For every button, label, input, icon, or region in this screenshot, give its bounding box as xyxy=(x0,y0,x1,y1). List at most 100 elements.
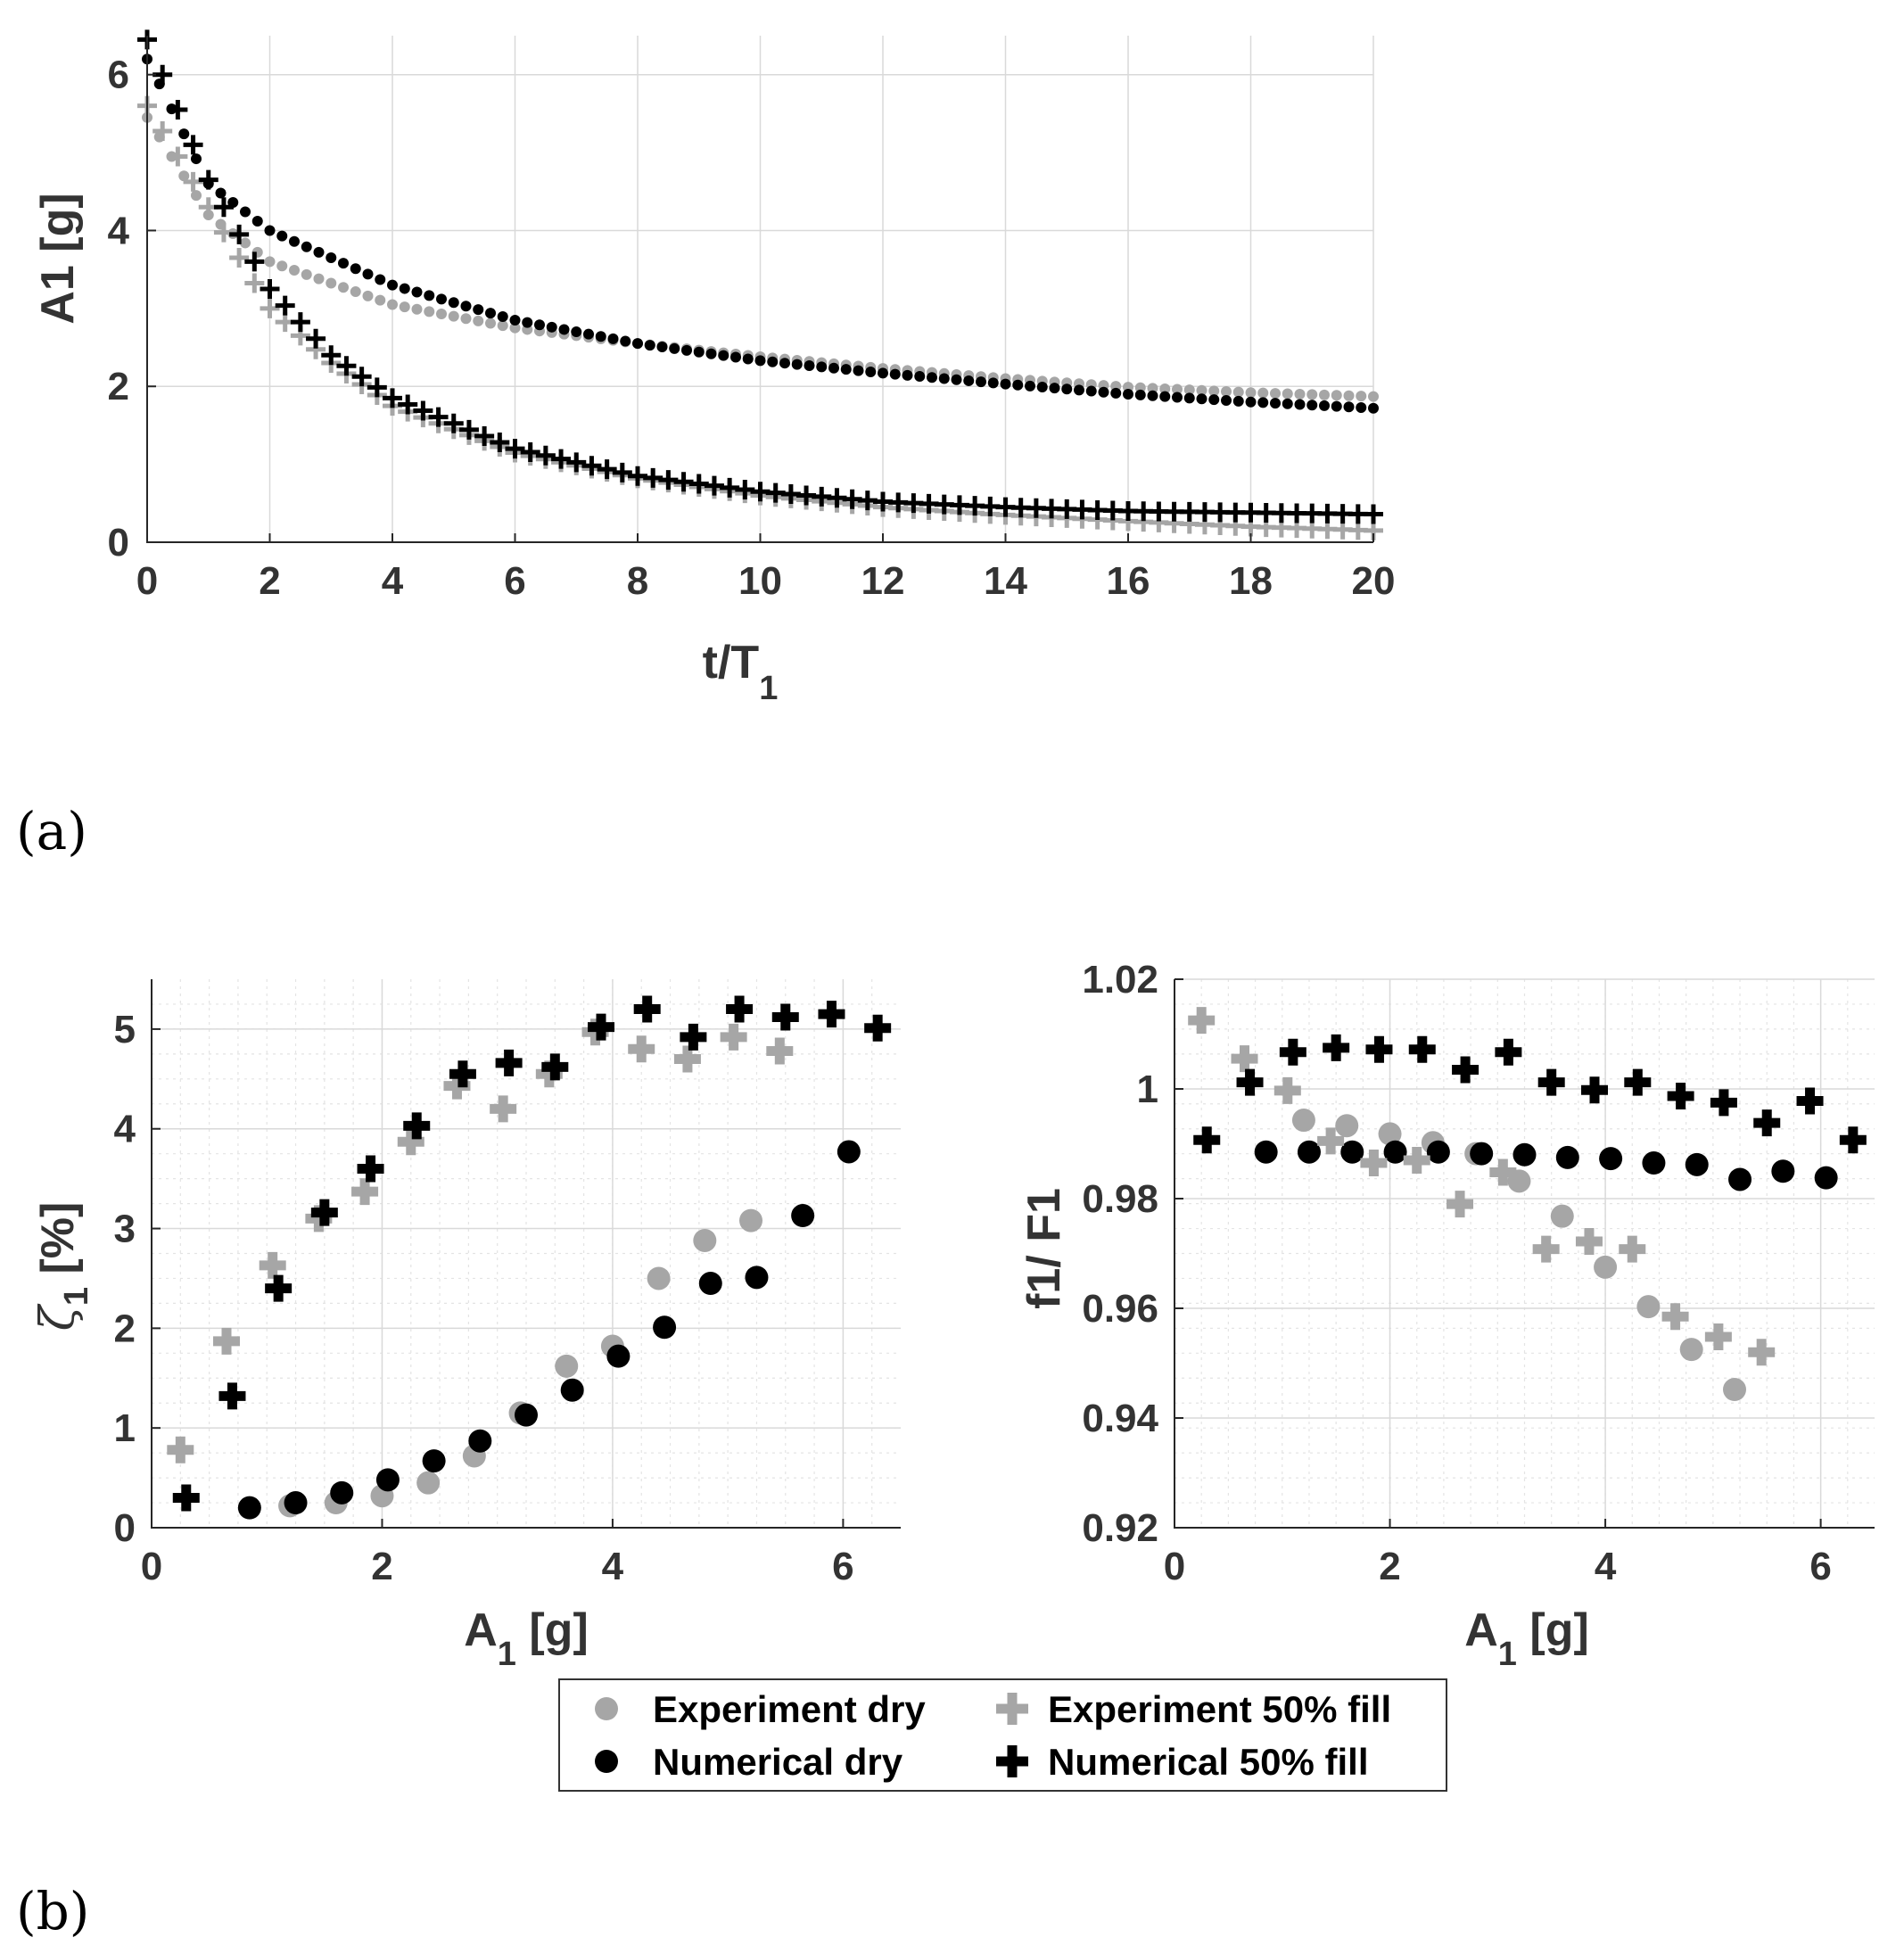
data-point xyxy=(1110,387,1122,399)
x-tick-label: 4 xyxy=(1595,1545,1617,1588)
data-point xyxy=(878,367,888,379)
data-point xyxy=(1323,1034,1350,1061)
y-tick-label: 2 xyxy=(114,1307,136,1350)
data-point xyxy=(840,364,852,375)
data-point xyxy=(460,313,472,325)
data-point xyxy=(1550,1204,1574,1228)
data-point xyxy=(1257,387,1269,399)
data-point xyxy=(558,324,570,335)
x-tick-label: 10 xyxy=(738,559,782,603)
legend-marker-experiment-dry xyxy=(595,1697,618,1720)
y-tick-label: 0.94 xyxy=(1082,1397,1158,1440)
data-point xyxy=(362,290,374,301)
data-point xyxy=(742,353,754,365)
data-point xyxy=(1196,393,1208,405)
data-point xyxy=(326,252,337,264)
data-point xyxy=(1771,1159,1795,1183)
data-point xyxy=(330,1480,354,1505)
series-numerical-dry xyxy=(1254,1140,1838,1191)
data-point xyxy=(976,376,986,388)
data-point xyxy=(229,248,250,268)
y-tick-label: 2 xyxy=(108,365,129,408)
data-point xyxy=(313,246,325,258)
data-point xyxy=(673,1045,701,1073)
data-point xyxy=(853,365,864,376)
data-point xyxy=(1319,400,1330,411)
data-point xyxy=(555,1354,579,1378)
data-point xyxy=(1049,383,1060,394)
data-point xyxy=(541,1053,569,1081)
data-point xyxy=(681,344,692,356)
data-point xyxy=(458,419,479,440)
data-point xyxy=(275,295,295,316)
data-point xyxy=(1753,1109,1781,1137)
data-point xyxy=(698,1272,722,1296)
data-point xyxy=(1036,382,1048,393)
data-point xyxy=(213,197,234,218)
data-point xyxy=(1231,1045,1258,1073)
legend-label-experiment-dry: Experiment dry xyxy=(653,1688,926,1730)
legend-marker-experiment-fill xyxy=(996,1693,1028,1725)
data-point xyxy=(1679,1338,1703,1362)
series-numerical-50-fill xyxy=(172,995,892,1512)
data-point xyxy=(1594,1255,1618,1279)
data-point xyxy=(276,260,288,272)
x-tick-label: 4 xyxy=(382,559,404,603)
x-tick-label: 2 xyxy=(259,559,280,603)
data-point xyxy=(264,225,276,236)
y-tick-label: 0.96 xyxy=(1082,1287,1158,1331)
data-point xyxy=(963,375,975,386)
data-point xyxy=(1489,1158,1517,1186)
legend: Experiment dry Experiment 50% fill Numer… xyxy=(558,1678,1447,1792)
y-tick-label: 0 xyxy=(108,521,129,565)
data-point xyxy=(1208,385,1220,397)
data-point xyxy=(448,297,459,309)
data-point xyxy=(606,1344,631,1368)
chart-b-right-grid xyxy=(1174,978,1875,1529)
y-tick-label: 1.02 xyxy=(1082,958,1158,1002)
data-point xyxy=(726,995,754,1023)
data-point xyxy=(448,310,459,322)
data-point xyxy=(720,1023,747,1051)
y-tick-label: 3 xyxy=(114,1208,136,1251)
data-point xyxy=(1331,390,1342,401)
data-point xyxy=(791,1204,815,1228)
series-numerical-50-fill xyxy=(1193,1034,1867,1154)
series-experiment-dry xyxy=(278,1208,762,1518)
data-point xyxy=(411,286,423,298)
data-point xyxy=(1306,400,1318,411)
data-point xyxy=(1273,1076,1301,1104)
legend-label-numerical-dry: Numerical dry xyxy=(653,1741,903,1783)
data-point xyxy=(276,230,288,242)
data-point xyxy=(509,314,521,326)
data-point xyxy=(351,1178,379,1206)
data-point xyxy=(403,1112,431,1140)
chart-a-axes xyxy=(146,36,1374,543)
data-point xyxy=(597,459,617,480)
y-tick-label: 4 xyxy=(108,209,130,252)
data-point xyxy=(1257,397,1269,408)
data-point xyxy=(546,321,557,333)
data-point xyxy=(468,1429,492,1453)
data-point xyxy=(1221,394,1232,406)
data-point xyxy=(656,342,668,353)
chart-b-right-marks xyxy=(1188,1007,1867,1402)
y-tick-label: 0 xyxy=(114,1506,136,1550)
data-point xyxy=(178,170,190,182)
data-point xyxy=(1331,400,1342,412)
data-point xyxy=(218,1382,246,1410)
y-tick-label: 1 xyxy=(1137,1068,1158,1111)
chart-b-right-ylabel: f1/ F1 xyxy=(1018,1188,1070,1309)
data-point xyxy=(398,394,418,415)
data-point xyxy=(1000,378,1011,390)
y-tick-label: 0.98 xyxy=(1082,1177,1158,1221)
data-point xyxy=(1085,385,1097,397)
chart-b-left-ticks: 0 2 4 6 0 1 2 3 4 5 xyxy=(114,1008,854,1588)
data-point xyxy=(1208,394,1220,406)
data-point xyxy=(505,439,525,459)
data-point xyxy=(284,1491,308,1515)
data-point xyxy=(1183,384,1195,396)
x-tick-label: 12 xyxy=(861,559,905,603)
data-point xyxy=(1636,1295,1661,1319)
data-point xyxy=(1297,1140,1321,1164)
